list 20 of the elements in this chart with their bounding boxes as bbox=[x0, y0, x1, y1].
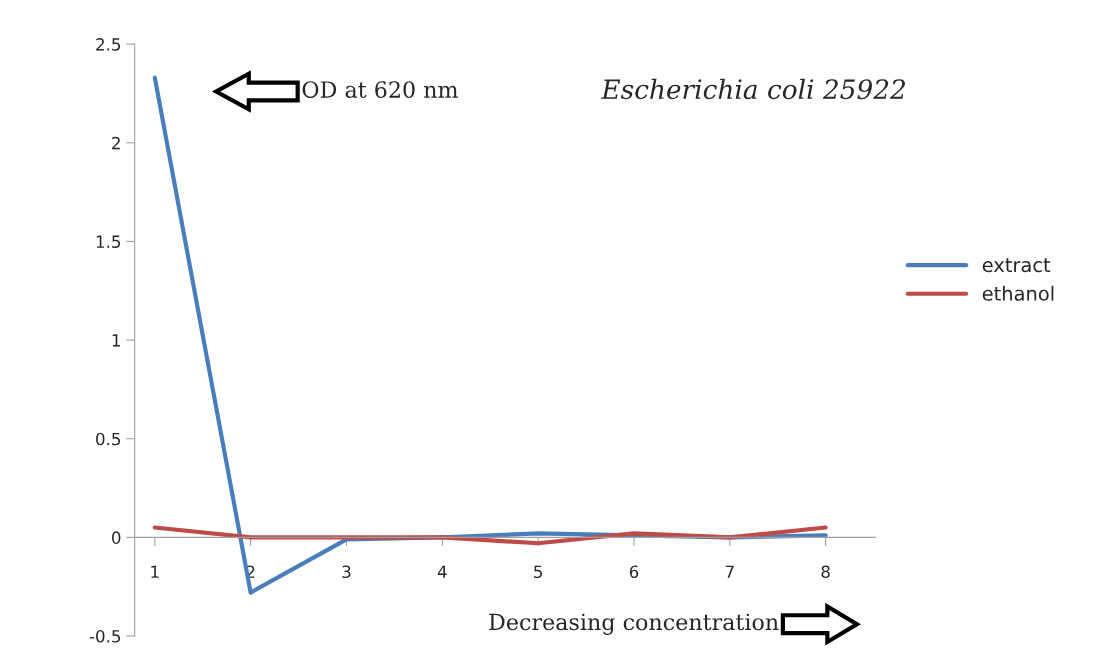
x-tick-label: 5 bbox=[534, 565, 542, 579]
y-tick-label: 2 bbox=[112, 136, 120, 150]
y-tick-label: 0.5 bbox=[96, 432, 121, 446]
y-tick-label: 0 bbox=[111, 531, 121, 544]
legend-label: ethanol bbox=[982, 285, 1054, 301]
legend-label: extract bbox=[982, 258, 1051, 273]
y-tick-label: 1.5 bbox=[96, 235, 121, 249]
x-tick-label: 4 bbox=[437, 565, 447, 578]
y-tick-label: 2.5 bbox=[96, 38, 121, 51]
line-series bbox=[152, 525, 828, 546]
x-tick-label: 7 bbox=[725, 565, 734, 578]
x-tick-label: 6 bbox=[629, 565, 639, 579]
x-tick-label: 1 bbox=[151, 565, 159, 578]
x-tick-label: 3 bbox=[342, 565, 351, 579]
x-tick-label: 8 bbox=[821, 565, 830, 579]
text: Escherichia coli 25922 bbox=[600, 78, 905, 100]
y-axis-title: OD at 620 nm bbox=[302, 81, 458, 98]
y-tick-label: 1 bbox=[112, 334, 120, 347]
y-tick-label: -0.5 bbox=[89, 629, 121, 643]
x-axis-title: Decreasing concentration bbox=[489, 613, 779, 635]
